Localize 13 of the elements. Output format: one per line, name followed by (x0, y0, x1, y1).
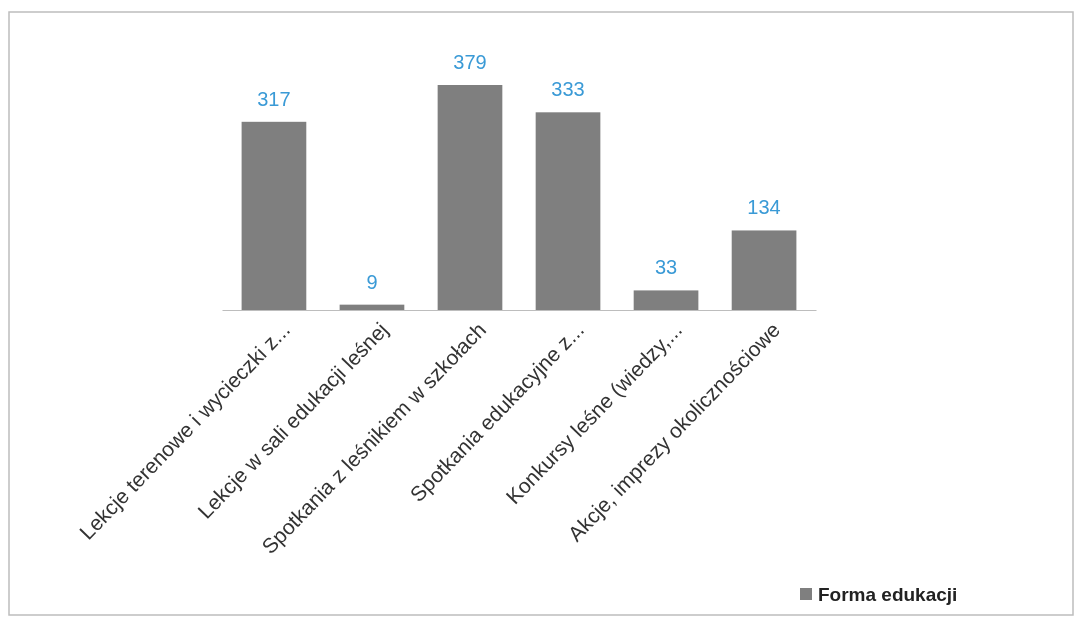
bar (633, 290, 699, 310)
bar (731, 230, 797, 310)
data-label: 379 (453, 51, 487, 73)
data-label: 9 (366, 270, 378, 293)
data-label: 134 (747, 196, 781, 219)
data-label: 333 (551, 78, 585, 101)
data-label: 317 (257, 87, 291, 110)
data-label: 33 (654, 256, 678, 279)
bar (437, 85, 503, 310)
bar (339, 304, 405, 310)
bar (241, 121, 307, 310)
legend-label: Forma edukacji (818, 583, 958, 605)
bar (535, 112, 601, 310)
